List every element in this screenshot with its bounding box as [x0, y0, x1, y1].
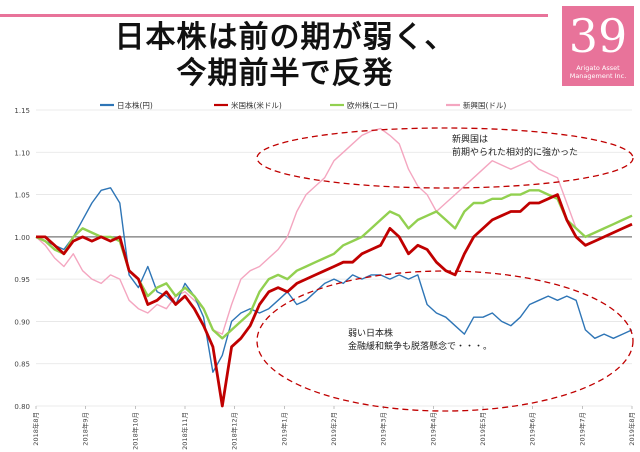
x-axis-labels: 2018年8月 2018年9月 2018年10月 2018年11月 2018年12月 20… — [31, 406, 636, 450]
japan-highlight-ellipse — [256, 270, 634, 412]
x-tick-label: 2018年12月 — [230, 412, 239, 450]
y-axis-labels: 0.80 0.85 0.90 0.95 1.00 1.05 1.10 1.15 — [14, 107, 30, 411]
legend-label: 日本株(円) — [117, 100, 153, 110]
y-tick-label: 0.80 — [14, 403, 30, 411]
x-tick-label: 2019年4月 — [428, 412, 437, 446]
y-tick-label: 0.90 — [14, 318, 30, 326]
legend-label: 新興国(ドル) — [463, 100, 506, 110]
series-line-0 — [35, 187, 633, 373]
series-layer — [35, 127, 633, 408]
y-tick-label: 1.05 — [14, 192, 30, 200]
x-tick-label: 2019年1月 — [279, 412, 288, 446]
title-line-2: 今期前半で反発 — [176, 56, 394, 91]
logo-line-2: Management Inc. — [569, 72, 627, 80]
japan-annotation-line-2: 金融緩和競争も脱落懸念で・・・。 — [348, 340, 492, 352]
y-tick-label: 0.95 — [14, 276, 30, 284]
logo-caption: Arigato Asset Management Inc. — [562, 64, 634, 80]
x-tick-label: 2019年7月 — [577, 412, 586, 446]
x-tick-label: 2019年8月 — [627, 412, 636, 446]
y-tick-label: 1.15 — [14, 107, 30, 115]
line-chart: 0.80 0.85 0.90 0.95 1.00 1.05 1.10 1.15 2018年8月… — [14, 100, 636, 450]
x-tick-label: 2018年11月 — [180, 412, 189, 450]
series-line-2 — [35, 189, 633, 340]
logo-number: 39 — [568, 9, 628, 63]
y-tick-label: 0.85 — [14, 361, 30, 369]
x-tick-label: 2019年3月 — [379, 412, 388, 446]
legend-label: 米国株(米ドル) — [231, 100, 282, 110]
emerging-annotation-line-1: 新興国は — [452, 133, 488, 145]
logo-line-1: Arigato Asset — [576, 64, 620, 72]
x-tick-label: 2019年5月 — [478, 412, 487, 446]
y-tick-label: 1.00 — [14, 234, 30, 242]
japan-annotation-line-1: 弱い日本株 — [348, 327, 393, 339]
emerging-annotation-line-2: 前期やられた相対的に強かった — [452, 146, 578, 158]
legend-label: 欧州株(ユーロ) — [347, 100, 398, 110]
x-tick-label: 2019年6月 — [528, 412, 537, 446]
legend: 日本株(円) 米国株(米ドル) 欧州株(ユーロ) 新興国(ドル) — [100, 100, 506, 110]
series-line-1 — [36, 193, 633, 408]
x-tick-label: 2019年2月 — [329, 412, 338, 446]
x-tick-label: 2018年10月 — [130, 412, 139, 450]
y-tick-label: 1.10 — [14, 149, 30, 157]
page-title: 日本株は前の期が弱く、 今期前半で反発 — [40, 20, 530, 92]
series-line-3 — [35, 127, 633, 335]
title-line-1: 日本株は前の期が弱く、 — [114, 20, 456, 55]
grid-layer — [36, 109, 632, 407]
title-rule — [0, 14, 548, 17]
brand-logo: 39 Arigato Asset Management Inc. — [562, 6, 634, 86]
x-tick-label: 2018年9月 — [81, 412, 90, 446]
emerging-highlight-ellipse — [256, 127, 634, 189]
x-tick-label: 2018年8月 — [31, 412, 40, 446]
